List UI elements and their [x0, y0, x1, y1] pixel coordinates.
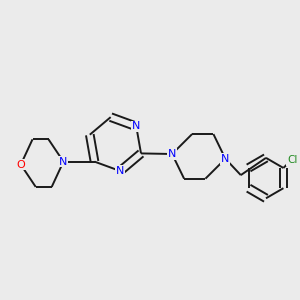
Text: N: N: [116, 166, 124, 176]
Text: N: N: [221, 154, 230, 164]
Text: N: N: [59, 157, 68, 166]
Text: O: O: [16, 160, 25, 170]
Text: Cl: Cl: [287, 155, 298, 165]
Text: N: N: [132, 122, 140, 131]
Text: N: N: [168, 149, 176, 159]
